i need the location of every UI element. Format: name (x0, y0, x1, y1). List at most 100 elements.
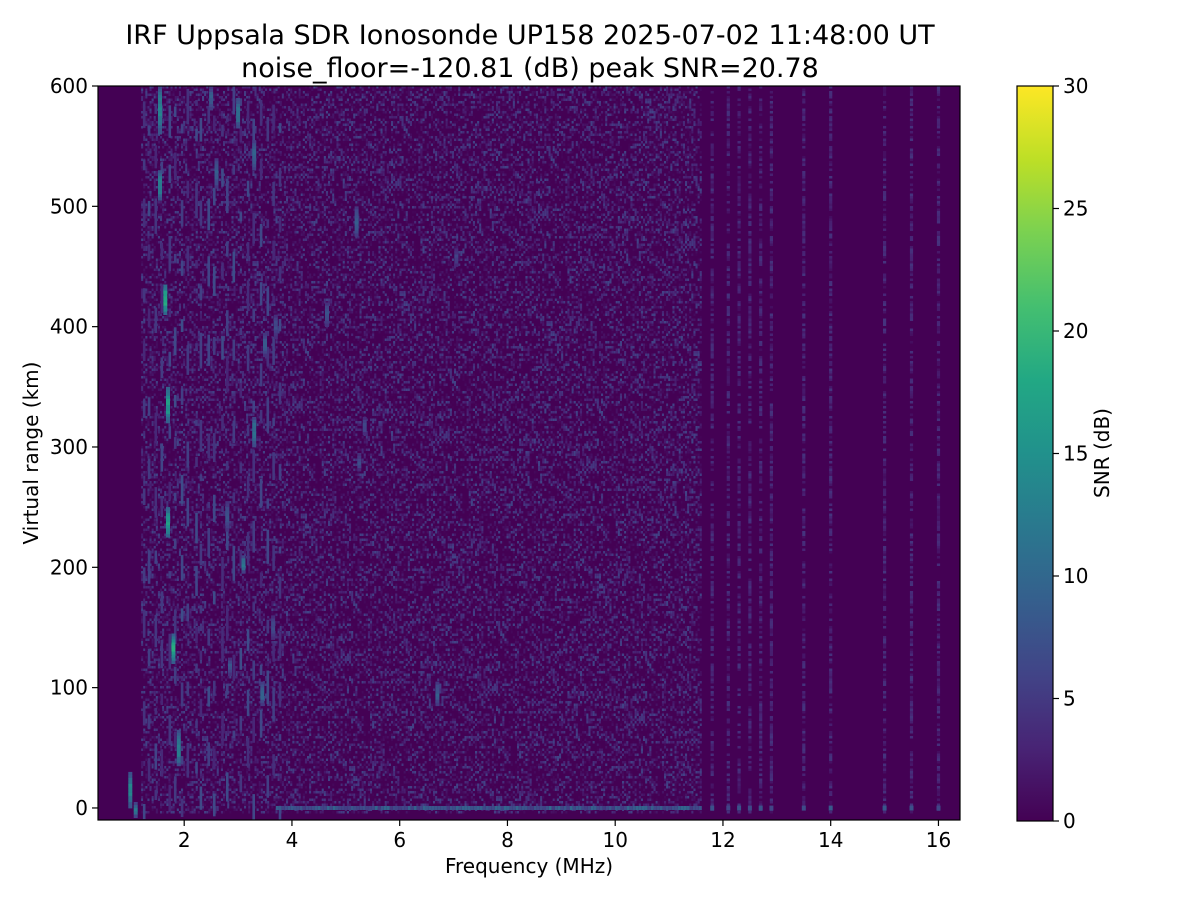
noise-cell (152, 254, 154, 257)
noise-cell (181, 719, 183, 722)
noise-cell (175, 376, 177, 379)
noise-cell (164, 496, 166, 499)
noise-cell (141, 476, 143, 479)
noise-cell (150, 756, 152, 759)
noise-cell (175, 466, 177, 469)
noise-cell (183, 274, 185, 277)
noise-cell (141, 616, 143, 619)
noise-cell (143, 96, 145, 99)
noise-cell (179, 524, 181, 527)
noise-cell (141, 324, 143, 327)
noise-cell (166, 196, 168, 199)
noise-cell (168, 236, 170, 239)
noise-cell (150, 706, 152, 709)
noise-cell (164, 454, 166, 457)
noise-cell (164, 241, 166, 244)
noise-cell (181, 471, 183, 474)
noise-cell (152, 139, 154, 142)
noise-cell (164, 274, 166, 277)
noise-cell (164, 469, 166, 472)
noise-cell (158, 696, 160, 699)
noise-cell (152, 591, 154, 594)
noise-cell (175, 431, 177, 434)
noise-cell (156, 129, 158, 132)
noise-cell (150, 446, 152, 449)
noise-cell (168, 671, 170, 674)
noise-cell (150, 731, 152, 734)
noise-cell (183, 161, 185, 164)
noise-cell (175, 716, 177, 719)
noise-cell (181, 346, 183, 349)
noise-cell (158, 326, 160, 329)
noise-cell (147, 621, 149, 624)
noise-cell (177, 661, 179, 664)
noise-cell (181, 536, 183, 539)
noise-cell (179, 714, 181, 717)
noise-cell (158, 784, 160, 787)
noise-cell (141, 239, 143, 242)
noise-cell (145, 461, 147, 464)
noise-cell (175, 464, 177, 467)
noise-cell (156, 241, 158, 244)
noise-cell (168, 629, 170, 632)
noise-cell (152, 686, 154, 689)
noise-cell (179, 554, 181, 557)
noise-cell (168, 476, 170, 479)
noise-cell (181, 449, 183, 452)
noise-cell (162, 741, 164, 744)
noise-cell (181, 181, 183, 184)
noise-cell (156, 599, 158, 602)
noise-cell (168, 459, 170, 462)
noise-cell (152, 266, 154, 269)
noise-cell (171, 151, 173, 154)
noise-cell (143, 746, 145, 749)
noise-cell (171, 606, 173, 609)
noise-cell (141, 739, 143, 742)
noise-cell (175, 589, 177, 592)
noise-cell (158, 364, 160, 367)
noise-cell (154, 716, 156, 719)
noise-cell (152, 176, 154, 179)
noise-cell (158, 514, 160, 517)
noise-cell (160, 536, 162, 539)
noise-cell (150, 681, 152, 684)
chart-subtitle: noise_floor=-120.81 (dB) peak SNR=20.78 (241, 53, 819, 84)
noise-cell (181, 364, 183, 367)
noise-cell (143, 764, 145, 767)
noise-cell (175, 534, 177, 537)
noise-cell (147, 181, 149, 184)
noise-cell (141, 611, 143, 614)
noise-cell (181, 791, 183, 794)
noise-cell (164, 201, 166, 204)
noise-cell (150, 179, 152, 182)
noise-cell (158, 499, 160, 502)
noise-cell (183, 309, 185, 312)
noise-cell (150, 734, 152, 737)
noise-cell (162, 576, 164, 579)
noise-cell (164, 376, 166, 379)
noise-cell (156, 659, 158, 662)
noise-cell (177, 259, 179, 262)
noise-cell (166, 251, 168, 254)
noise-cell (181, 414, 183, 417)
noise-cell (154, 581, 156, 584)
noise-cell (154, 171, 156, 174)
noise-cell (177, 609, 179, 612)
noise-cell (156, 179, 158, 182)
noise-cell (168, 299, 170, 302)
noise-cell (160, 404, 162, 407)
noise-cell (150, 181, 152, 184)
noise-cell (183, 389, 185, 392)
noise-cell (179, 434, 181, 437)
noise-cell (141, 434, 143, 437)
noise-cell (154, 699, 156, 702)
noise-cell (145, 394, 147, 397)
noise-cell (158, 604, 160, 607)
noise-cell (150, 221, 152, 224)
noise-cell (145, 594, 147, 597)
noise-cell (158, 736, 160, 739)
noise-cell (143, 739, 145, 742)
noise-cell (162, 556, 164, 559)
noise-cell (152, 101, 154, 104)
noise-cell (156, 684, 158, 687)
